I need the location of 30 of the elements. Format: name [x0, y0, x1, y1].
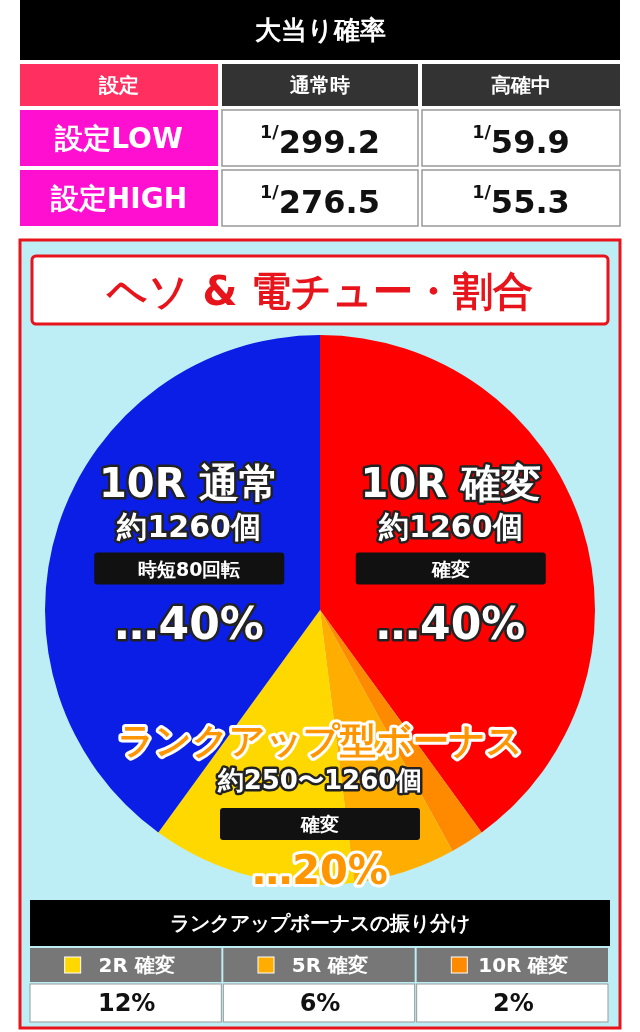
data-label: …40% [114, 597, 264, 649]
category-label: 高確中 [491, 73, 551, 97]
text: …20% [252, 847, 388, 893]
text: $^{1/}$55.3 [472, 182, 570, 221]
legend-label: 5R 確変 [291, 953, 369, 977]
legend-label: 10R 確変 [478, 953, 569, 977]
category-label: 設定LOW [55, 121, 183, 155]
text: 確変 [430, 557, 470, 580]
text: 約250〜1260個 [216, 765, 423, 795]
text: 確変 [300, 813, 339, 835]
slice-label: 10R 確変 [360, 459, 541, 506]
slice-label: 10R 通常 [99, 459, 280, 506]
data-label: 12% [97, 989, 156, 1017]
text: $^{1/}$59.9 [472, 122, 570, 161]
text: 大当り確率 [254, 15, 386, 45]
text: 時短80回転 [138, 557, 241, 580]
text: 設定 [98, 73, 139, 97]
text: 約1260個 [116, 508, 261, 544]
category-label: 通常時 [289, 73, 350, 97]
data-label: 6% [299, 989, 341, 1017]
data-label: 2% [492, 989, 534, 1017]
legend-label: 2R 確変 [98, 953, 175, 977]
text: $^{1/}$276.5 [260, 182, 380, 221]
data-label: …40% [376, 597, 526, 649]
text: ランクアップボーナスの振り分け [170, 911, 470, 935]
text: ランクアップ型ボーナス [117, 719, 523, 761]
text: 約1260個 [378, 508, 523, 544]
chart-title: ヘソ & 電チュー・割合 [105, 268, 534, 314]
text: $^{1/}$299.2 [260, 122, 380, 161]
category-label: 設定HIGH [50, 181, 188, 215]
